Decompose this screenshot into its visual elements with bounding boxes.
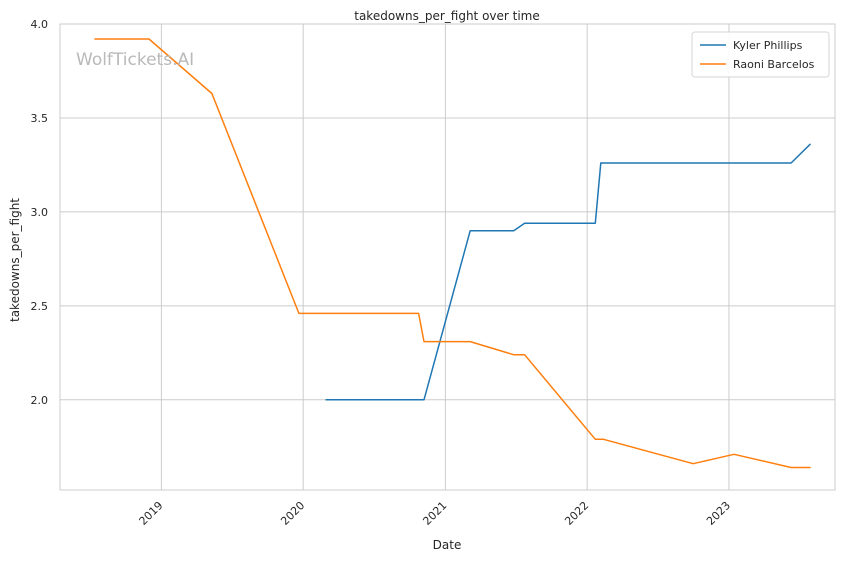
chart-title: takedowns_per_fight over time: [354, 9, 540, 23]
series-line-kyler-phillips: [325, 143, 811, 401]
watermark-text: WolfTickets.AI: [76, 50, 194, 70]
plot-area-frame: [59, 23, 836, 491]
y-tick-label: 2.5: [31, 300, 49, 313]
y-axis-label: takedowns_per_fight: [8, 198, 22, 322]
y-tick-label: 4.0: [31, 18, 49, 31]
y-tick-labels: 2.0 2.5 3.0 3.5 4.0: [31, 18, 49, 407]
legend-label-raoni-barcelos: Raoni Barcelos: [733, 58, 815, 71]
legend-label-kyler-phillips: Kyler Phillips: [733, 39, 803, 52]
legend-box: [691, 31, 830, 78]
y-tick-label: 3.5: [31, 112, 49, 125]
x-axis-label: Date: [433, 538, 462, 552]
legend: Kyler Phillips Raoni Barcelos: [691, 31, 830, 78]
y-tick-label: 3.0: [31, 206, 49, 219]
y-tick-label: 2.0: [31, 394, 49, 407]
series-line-raoni-barcelos: [94, 38, 811, 469]
series-lines: [94, 38, 811, 469]
